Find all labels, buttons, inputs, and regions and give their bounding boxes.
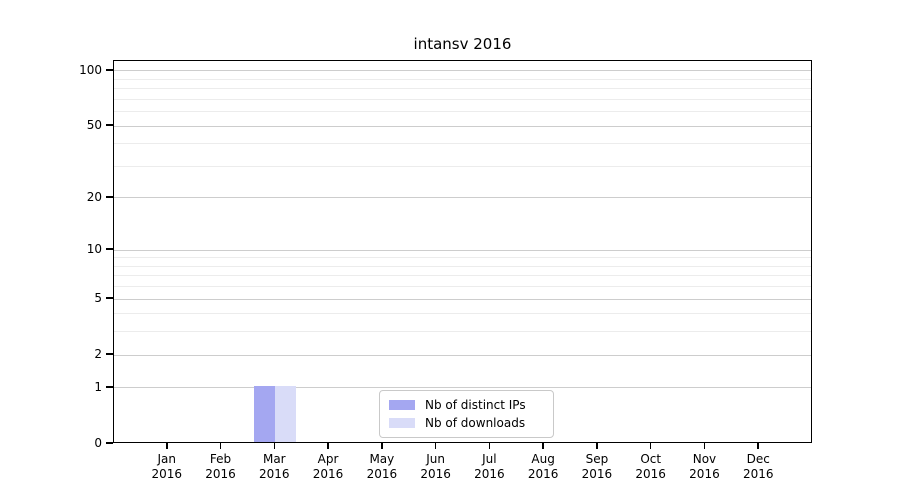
gridline-minor [114,286,811,288]
legend-label-downloads: Nb of downloads [425,416,526,430]
x-tick-label-jul: Jul 2016 [457,452,521,482]
x-tick-label-mar: Mar 2016 [242,452,306,482]
x-tick-month: Jan [157,452,177,466]
x-tick-mark [381,443,383,449]
gridline-minor [114,88,811,90]
legend-item-downloads: Nb of downloads [389,416,544,430]
x-tick-month: Feb [209,452,232,466]
y-tick-mark [106,124,113,126]
x-tick-label-jun: Jun 2016 [404,452,468,482]
bar-nb-of-distinct-ips-mar [254,385,276,442]
y-tick-mark [106,297,113,299]
x-tick-month: May [369,452,395,466]
x-tick-label-may: May 2016 [350,452,414,482]
x-tick-year: 2016 [259,467,290,481]
gridline-minor [114,331,811,333]
gridline-minor [114,275,811,277]
legend-item-distinct-ips: Nb of distinct IPs [389,398,544,412]
x-tick-label-aug: Aug 2016 [511,452,575,482]
x-tick-month: Oct [640,452,662,466]
x-tick-mark [488,443,491,449]
y-tick-mark [106,442,113,444]
y-tick-mark [106,196,113,198]
y-tick-label: 2 [94,347,102,362]
x-tick-label-apr: Apr 2016 [296,452,360,482]
x-tick-mark [219,443,222,449]
gridline-minor [114,257,811,259]
gridline-major [114,197,811,199]
gridline-major [114,354,811,356]
y-tick-label: 10 [86,242,102,257]
y-tick-mark [106,353,113,355]
gridline-minor [114,165,811,167]
x-tick-mark [596,443,598,449]
x-tick-year: 2016 [474,467,505,481]
gridline-minor [114,98,811,100]
x-tick-mark [757,443,759,449]
y-tick-label: 50 [86,118,102,133]
legend: Nb of distinct IPs Nb of downloads [379,390,554,438]
gridline-minor [114,111,811,113]
x-tick-mark [649,443,652,449]
y-tick-mark [106,248,113,250]
x-tick-month: Mar [262,452,286,466]
x-tick-year: 2016 [635,467,666,481]
x-tick-label-sep: Sep 2016 [565,452,629,482]
x-tick-year: 2016 [689,467,720,481]
x-tick-year: 2016 [205,467,236,481]
y-tick-label: 1 [94,379,102,394]
x-tick-month: Sep [585,452,609,466]
x-tick-year: 2016 [742,467,774,481]
gridline-major [114,298,811,300]
x-tick-year: 2016 [420,467,451,481]
x-tick-label-oct: Oct 2016 [619,452,683,482]
legend-label-distinct-ips: Nb of distinct IPs [425,398,526,412]
x-tick-mark [434,443,437,449]
x-tick-month: Apr [317,452,339,466]
x-tick-year: 2016 [366,467,398,481]
x-tick-label-jan: Jan 2016 [135,452,199,482]
legend-swatch-downloads [389,418,415,428]
gridline-major [114,125,811,127]
gridline-minor [114,313,811,315]
x-tick-year: 2016 [527,467,559,481]
gridline-minor [114,265,811,267]
gridline-minor [114,78,811,80]
chart-title: intansv 2016 [413,35,512,53]
x-tick-month: Jun [426,452,445,466]
gridline-major [114,387,811,389]
x-tick-label-dec: Dec 2016 [726,452,790,482]
legend-swatch-distinct-ips [389,400,415,410]
y-tick-label: 0 [94,436,102,450]
x-tick-mark [542,443,544,449]
y-tick-label: 100 [79,62,102,77]
x-tick-label-nov: Nov 2016 [672,452,736,482]
y-tick-label: 20 [86,189,102,204]
x-tick-month: Dec [746,452,770,466]
x-tick-month: Aug [531,452,555,466]
y-tick-mark [106,386,113,388]
x-tick-label-feb: Feb 2016 [189,452,253,482]
gridline-major [114,70,811,72]
gridline-minor [114,143,811,145]
x-tick-year: 2016 [312,467,344,481]
x-tick-month: Jul [482,452,497,466]
gridline-major [114,249,811,251]
x-tick-month: Nov [692,452,717,466]
x-tick-mark [273,443,276,449]
x-tick-mark [327,443,329,449]
x-tick-mark [703,443,706,449]
plot-area [113,60,812,443]
bar-nb-of-downloads-mar [275,385,297,442]
y-tick-mark [106,69,113,71]
x-tick-year: 2016 [151,467,183,481]
y-tick-label: 5 [94,291,102,306]
x-tick-year: 2016 [581,467,613,481]
x-tick-mark [166,443,168,449]
